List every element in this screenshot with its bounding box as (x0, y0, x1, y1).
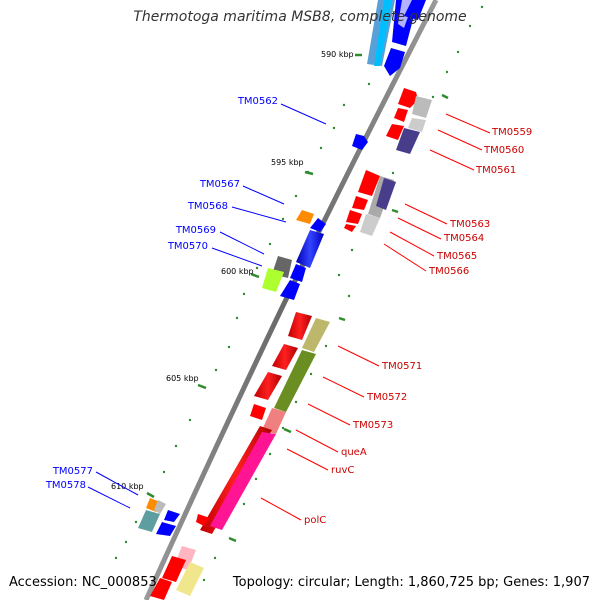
accession-text: Accession: NC_000853 (9, 575, 157, 590)
cluster-polc (196, 408, 286, 534)
label-tm0560: TM0560 (483, 145, 524, 156)
tick-595 (304, 170, 314, 176)
label-ruvc: ruvC (331, 465, 354, 476)
label-tm0572: TM0572 (366, 392, 407, 403)
tick-610 (146, 491, 155, 499)
genome-summary-text: Topology: circular; Length: 1,860,725 bp… (232, 575, 590, 590)
tick-605 (197, 383, 207, 390)
label-tm0565: TM0565 (436, 251, 477, 262)
label-tm0566: TM0566 (428, 266, 469, 277)
genome-backbone (143, 0, 439, 600)
label-tm0578: TM0578 (45, 480, 86, 491)
map-title: Thermotoga maritima MSB8, complete genom… (133, 9, 467, 25)
right-dotted-ring (202, 344, 328, 582)
label-polc: polC (304, 515, 326, 526)
cluster-tm0571-0573 (250, 312, 330, 420)
tick-label-610: 610 kbp (111, 482, 144, 491)
reverse-label-connectors (87, 103, 327, 509)
reverse-gene-labels: TM0562 TM0567 TM0568 TM0569 TM0570 TM057… (45, 96, 278, 491)
label-tm0573: TM0573 (352, 420, 393, 431)
label-tm0568: TM0568 (187, 201, 228, 212)
forward-label-connectors (260, 113, 491, 521)
label-tm0567: TM0567 (199, 179, 240, 190)
tick-labels: 590 kbp 595 kbp 600 kbp 605 kbp 610 kbp (111, 50, 354, 491)
top-gene-cluster (367, 0, 426, 76)
forward-gene-labels: TM0559 TM0560 TM0561 TM0563 TM0564 TM056… (304, 127, 532, 526)
label-tm0570: TM0570 (167, 241, 208, 252)
label-tm0563: TM0563 (449, 219, 490, 230)
tick-label-600: 600 kbp (221, 267, 254, 276)
label-tm0559: TM0559 (491, 127, 532, 138)
tick-label-590: 590 kbp (321, 50, 354, 59)
tick-600 (250, 272, 260, 279)
label-tm0569: TM0569 (175, 225, 216, 236)
tick-label-605: 605 kbp (166, 374, 199, 383)
tick-marks (146, 53, 449, 543)
label-tm0562: TM0562 (237, 96, 278, 107)
tick-label-595: 595 kbp (271, 158, 304, 167)
cluster-tm0577-0578 (138, 498, 180, 536)
cluster-tm0559-0561 (386, 88, 432, 154)
cluster-tm0563-0566 (344, 170, 396, 236)
cluster-tm0567-0570 (262, 210, 326, 300)
bottom-gene-cluster (150, 546, 204, 600)
label-tm0571: TM0571 (381, 361, 422, 372)
label-tm0561: TM0561 (475, 165, 516, 176)
gene-tm0562 (352, 134, 368, 150)
label-quea: queA (341, 447, 367, 458)
label-tm0564: TM0564 (443, 233, 484, 244)
label-tm0577: TM0577 (52, 466, 93, 477)
